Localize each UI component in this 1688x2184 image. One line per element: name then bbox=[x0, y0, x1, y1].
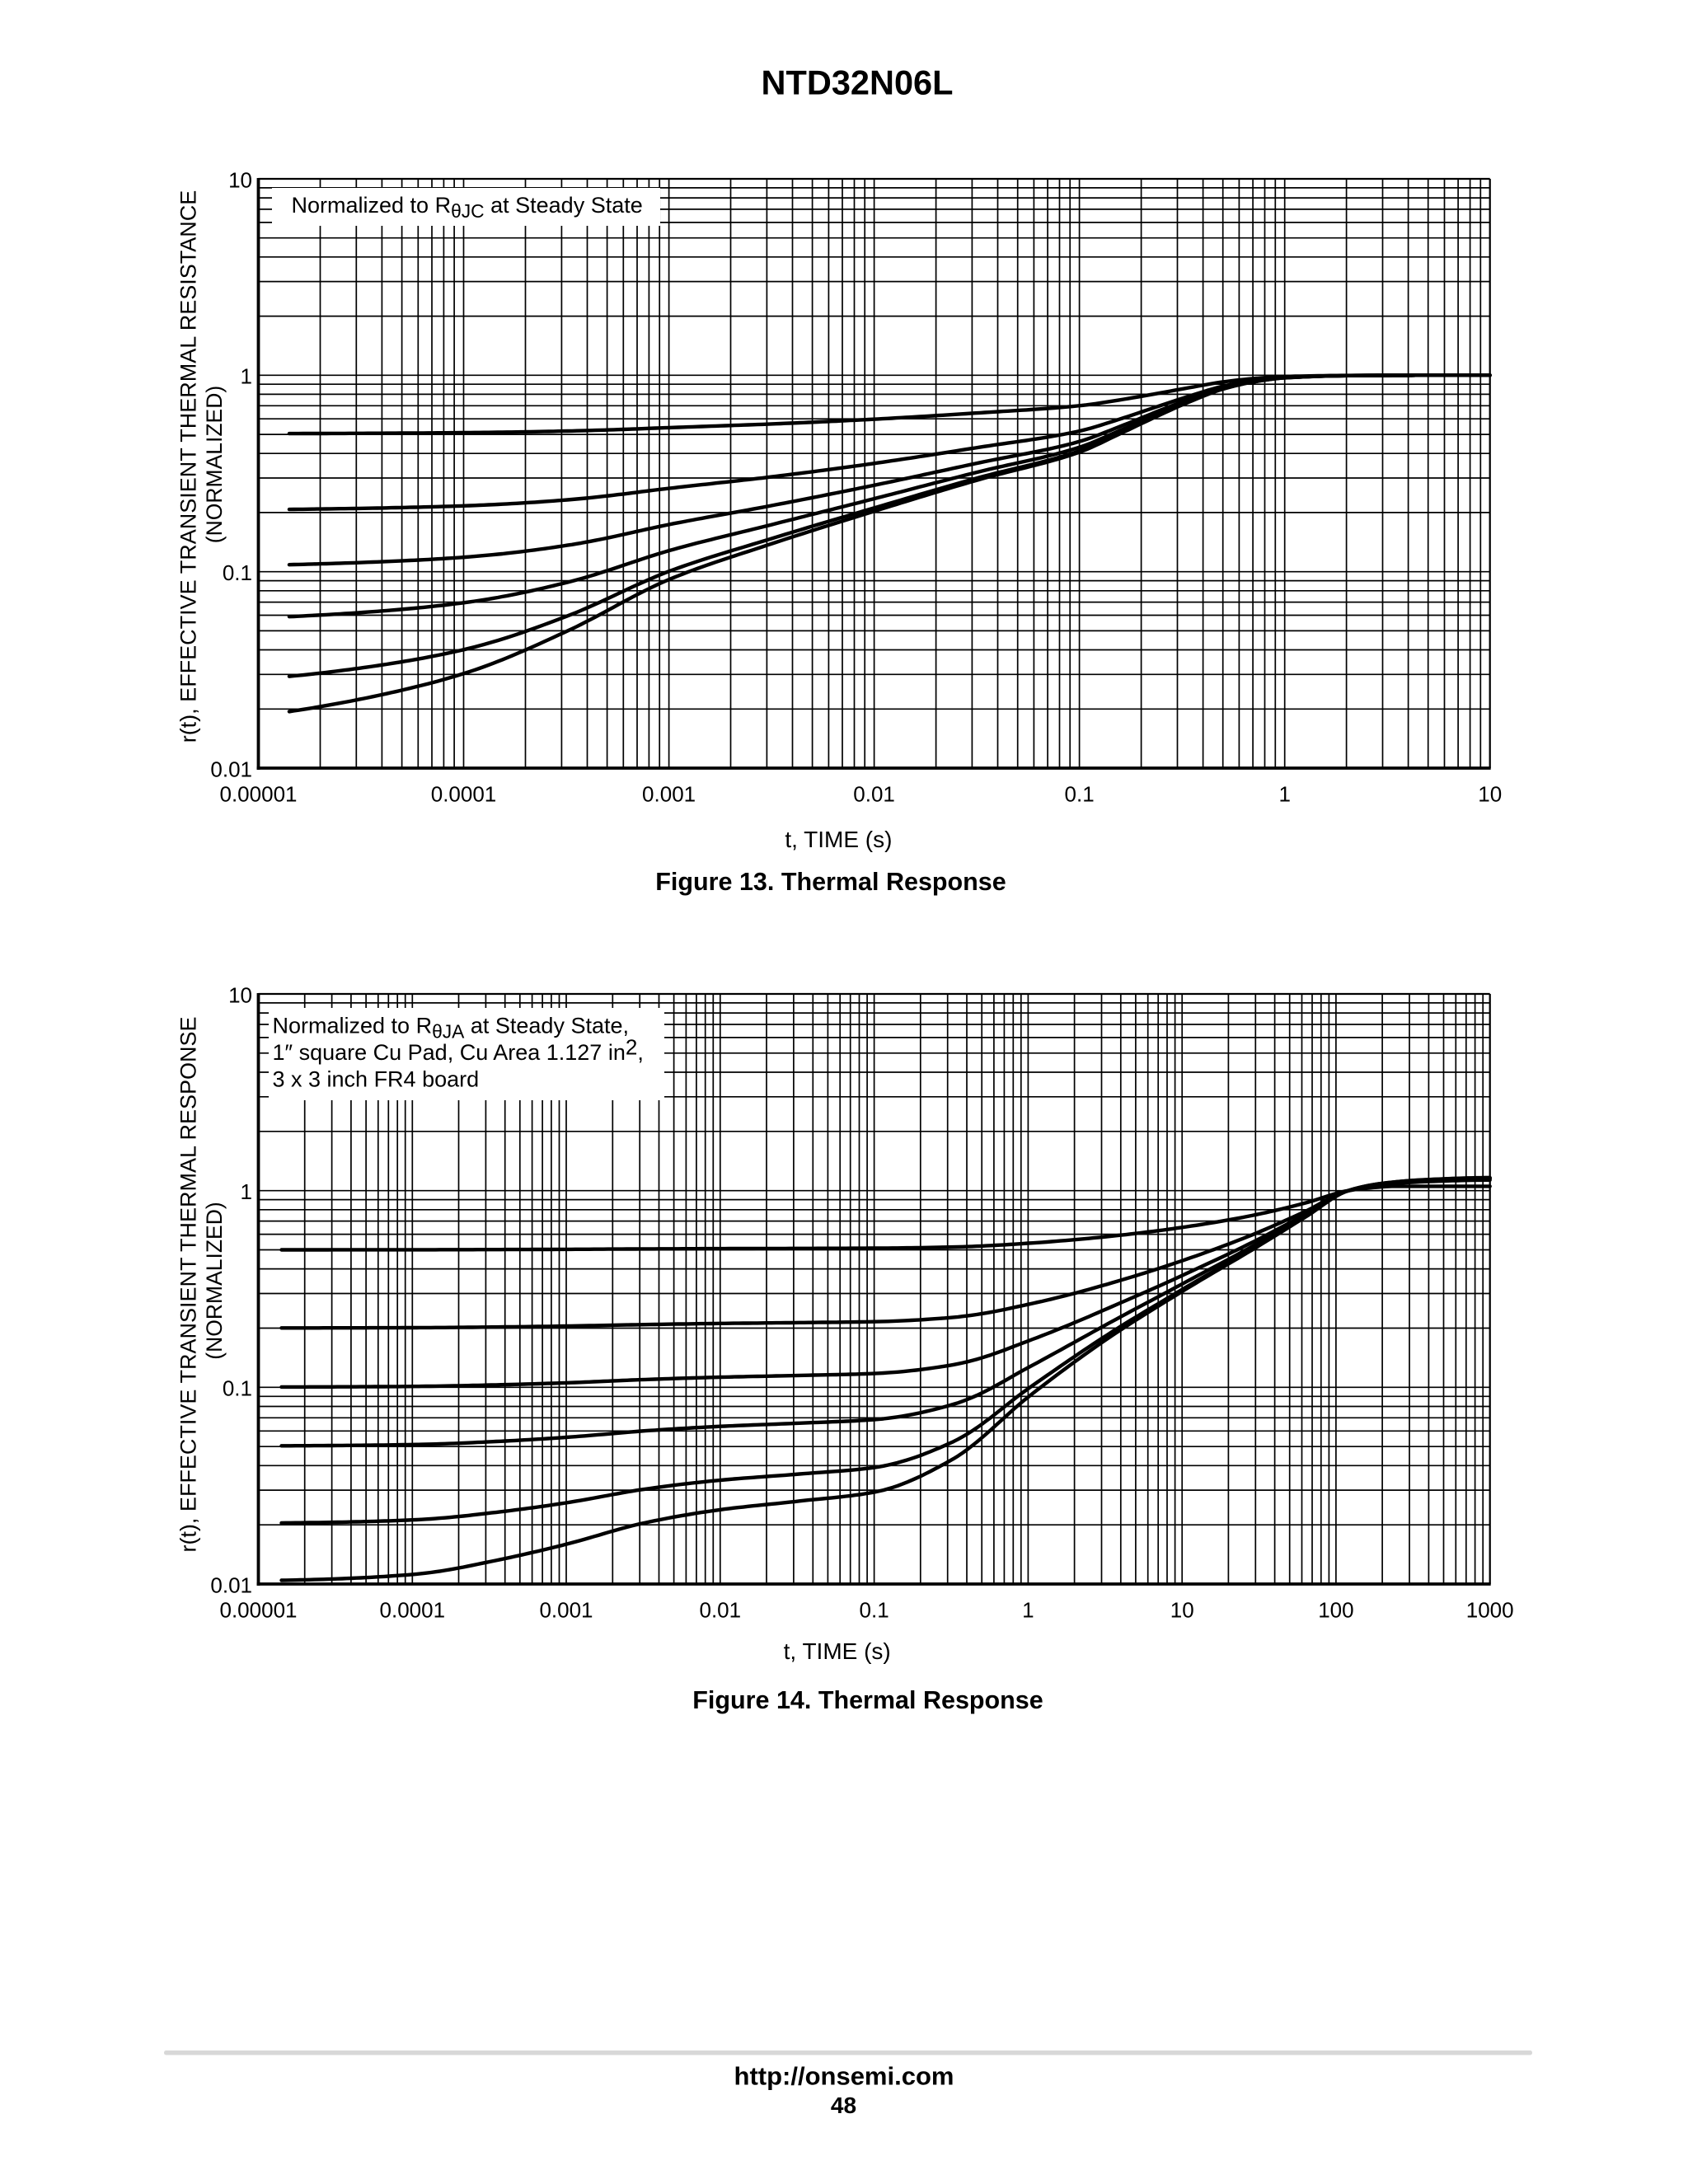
svg-text:NTD32N06L: NTD32N06L bbox=[762, 63, 954, 102]
svg-text:48: 48 bbox=[831, 2093, 856, 2118]
svg-text:3 x 3 inch FR4 board: 3 x 3 inch FR4 board bbox=[273, 1067, 480, 1092]
svg-text:Figure 14. Thermal Response: Figure 14. Thermal Response bbox=[692, 1686, 1043, 1714]
svg-text:10: 10 bbox=[1478, 782, 1502, 807]
svg-text:1: 1 bbox=[241, 364, 252, 389]
svg-text:0.1: 0.1 bbox=[223, 1376, 252, 1401]
svg-text:(NORMALIZED): (NORMALIZED) bbox=[202, 1202, 227, 1359]
svg-text:0.001: 0.001 bbox=[539, 1598, 593, 1623]
svg-text:Figure 13. Thermal Response: Figure 13. Thermal Response bbox=[655, 868, 1006, 896]
svg-text:r(t), EFFECTIVE TRANSIENT THER: r(t), EFFECTIVE TRANSIENT THERMAL RESPON… bbox=[176, 1016, 201, 1552]
svg-text:0.01: 0.01 bbox=[210, 1572, 252, 1597]
svg-text:0.0001: 0.0001 bbox=[431, 782, 497, 807]
svg-text:http://onsemi.com: http://onsemi.com bbox=[734, 2062, 954, 2091]
svg-text:t, TIME (s): t, TIME (s) bbox=[785, 827, 892, 852]
svg-text:Normalized to RθJC at Steady S: Normalized to RθJC at Steady State bbox=[292, 193, 643, 222]
svg-text:r(t), EFFECTIVE TRANSIENT THER: r(t), EFFECTIVE TRANSIENT THERMAL RESIST… bbox=[176, 190, 201, 743]
svg-text:0.00001: 0.00001 bbox=[220, 782, 298, 807]
svg-text:(NORMALIZED): (NORMALIZED) bbox=[202, 386, 227, 543]
svg-text:1: 1 bbox=[1278, 782, 1290, 807]
svg-text:1″ square Cu Pad, Cu Area 1.12: 1″ square Cu Pad, Cu Area 1.127 in2, bbox=[273, 1035, 644, 1066]
svg-text:0.01: 0.01 bbox=[210, 757, 252, 781]
svg-text:10: 10 bbox=[1170, 1598, 1194, 1623]
svg-text:0.001: 0.001 bbox=[642, 782, 696, 807]
svg-text:1: 1 bbox=[241, 1179, 252, 1204]
svg-text:0.1: 0.1 bbox=[223, 560, 252, 585]
svg-text:10: 10 bbox=[228, 167, 252, 192]
svg-text:0.0001: 0.0001 bbox=[380, 1598, 446, 1623]
svg-text:0.1: 0.1 bbox=[1065, 782, 1095, 807]
svg-text:0.01: 0.01 bbox=[699, 1598, 741, 1623]
svg-text:0.1: 0.1 bbox=[860, 1598, 889, 1623]
svg-text:100: 100 bbox=[1318, 1598, 1353, 1623]
svg-text:10: 10 bbox=[228, 982, 252, 1007]
svg-text:1: 1 bbox=[1022, 1598, 1034, 1623]
svg-text:0.01: 0.01 bbox=[853, 782, 895, 807]
svg-text:t, TIME (s): t, TIME (s) bbox=[784, 1638, 891, 1664]
svg-text:0.00001: 0.00001 bbox=[220, 1598, 298, 1623]
svg-text:1000: 1000 bbox=[1466, 1598, 1514, 1623]
